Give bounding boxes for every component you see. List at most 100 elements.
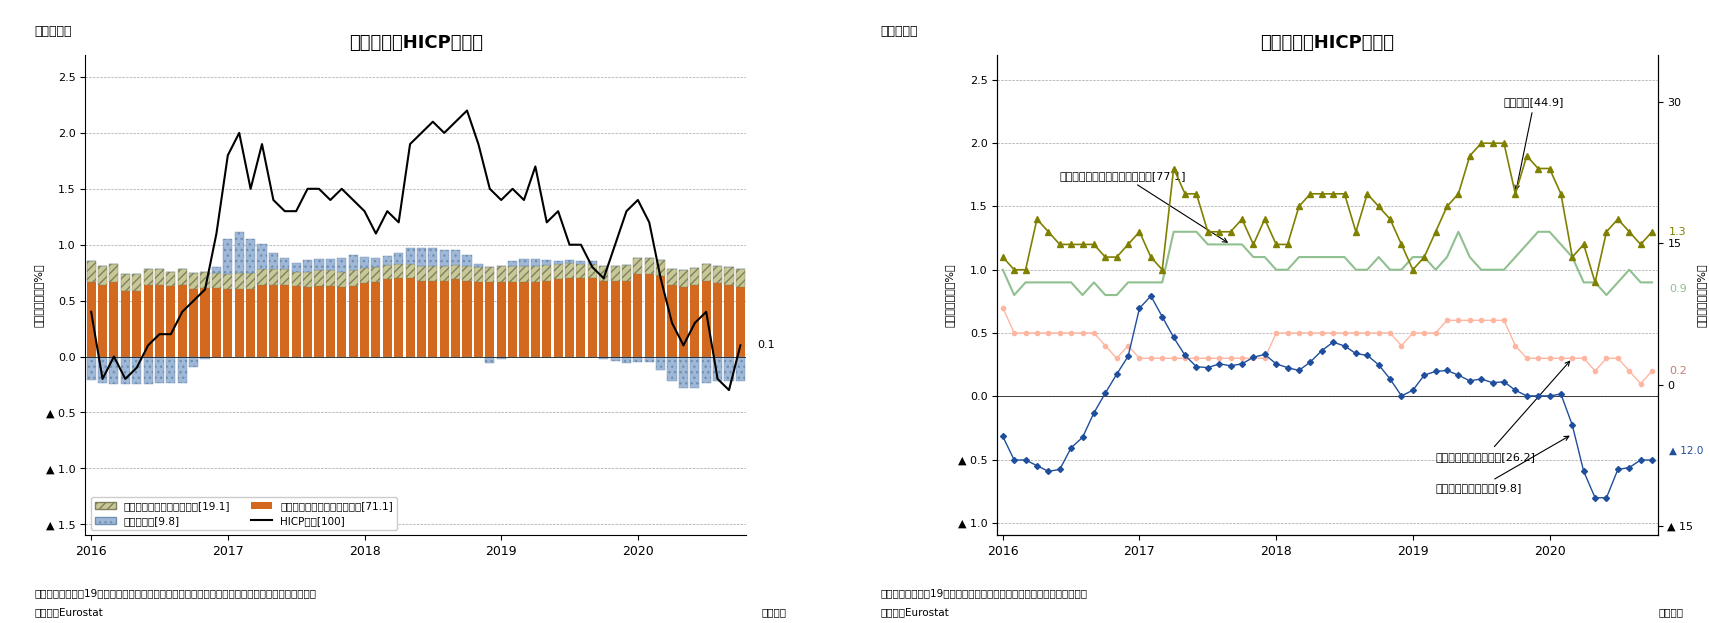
Bar (725, 285, 733, 356)
Bar (280, 258, 289, 269)
Bar (678, 356, 689, 388)
Bar (417, 266, 426, 280)
Bar (166, 286, 176, 356)
Bar (576, 262, 586, 264)
Bar (132, 273, 142, 290)
Bar (109, 282, 118, 356)
Bar (132, 356, 142, 384)
Bar (178, 269, 186, 285)
Bar (246, 290, 255, 356)
Bar (610, 280, 620, 356)
Bar (212, 288, 220, 356)
Bar (622, 280, 631, 356)
Bar (156, 285, 164, 356)
Bar (576, 264, 586, 278)
Bar (383, 265, 391, 279)
Bar (371, 267, 381, 282)
Bar (326, 270, 335, 286)
Text: （資料）Eurostat: （資料）Eurostat (34, 607, 103, 617)
Bar (566, 260, 574, 263)
Bar (439, 280, 449, 356)
Bar (473, 267, 484, 282)
Bar (508, 282, 518, 356)
Bar (473, 282, 484, 356)
Bar (508, 262, 518, 266)
Bar (622, 265, 631, 280)
Bar (485, 356, 494, 363)
Text: エネルギー（右軸）[9.8]: エネルギー（右軸）[9.8] (1436, 436, 1569, 493)
Bar (212, 267, 220, 273)
Bar (644, 258, 655, 273)
Bar (326, 286, 335, 356)
Bar (268, 252, 279, 269)
Bar (622, 356, 631, 363)
Bar (371, 258, 381, 267)
Bar (429, 280, 438, 356)
Legend: 飲食料（アルコール含む）[19.1], エネルギー[9.8], エネルギー・飲食料除く総合[71.1], HICP総合[100]: 飲食料（アルコール含む）[19.1], エネルギー[9.8], エネルギー・飲食… (91, 497, 398, 530)
Bar (634, 273, 643, 356)
Bar (713, 356, 723, 381)
Bar (678, 270, 689, 287)
Bar (166, 356, 176, 383)
Bar (292, 263, 301, 272)
Bar (268, 269, 279, 285)
Text: ▲ 12.0: ▲ 12.0 (1670, 445, 1704, 455)
Bar (737, 287, 745, 356)
Bar (246, 273, 255, 290)
Bar (97, 266, 108, 285)
Bar (405, 264, 415, 278)
Text: サービス[44.9]: サービス[44.9] (1504, 97, 1564, 190)
Bar (234, 273, 244, 290)
Bar (87, 262, 96, 282)
Bar (610, 356, 620, 361)
Bar (97, 285, 108, 356)
Bar (314, 270, 323, 286)
Bar (302, 272, 313, 287)
Bar (497, 266, 506, 282)
Text: （月次）: （月次） (1658, 607, 1683, 617)
Bar (463, 266, 472, 280)
Text: 1.3: 1.3 (1670, 227, 1687, 237)
Bar (234, 290, 244, 356)
Bar (634, 356, 643, 362)
Bar (405, 248, 415, 264)
Bar (600, 266, 608, 280)
Bar (190, 290, 198, 356)
Bar (178, 285, 186, 356)
Text: 財（エネルギー除く）[26.2]: 財（エネルギー除く）[26.2] (1436, 361, 1569, 462)
Bar (678, 287, 689, 356)
Bar (132, 290, 142, 356)
Title: ユーロ圏のHICP上昇率: ユーロ圏のHICP上昇率 (1261, 34, 1395, 52)
Bar (268, 285, 279, 356)
Bar (520, 259, 528, 266)
Bar (337, 258, 347, 272)
Bar (485, 282, 494, 356)
Text: 0.9: 0.9 (1670, 283, 1687, 293)
Bar (200, 356, 210, 359)
Bar (668, 356, 677, 381)
Bar (156, 269, 164, 285)
Bar (97, 356, 108, 383)
Bar (302, 287, 313, 356)
Bar (463, 280, 472, 356)
Title: ユーロ圏のHICP上昇率: ユーロ圏のHICP上昇率 (349, 34, 482, 52)
Bar (314, 286, 323, 356)
Text: エネルギーと飲食料を除く総合[77.1]: エネルギーと飲食料を除く総合[77.1] (1060, 171, 1227, 242)
Bar (144, 269, 152, 285)
Bar (497, 282, 506, 356)
Bar (224, 290, 232, 356)
Bar (554, 264, 562, 279)
Bar (383, 279, 391, 356)
Bar (463, 255, 472, 266)
Bar (702, 280, 711, 356)
Bar (234, 232, 244, 273)
Bar (109, 264, 118, 282)
Bar (349, 286, 357, 356)
Bar (702, 356, 711, 383)
Bar (361, 268, 369, 283)
Bar (349, 255, 357, 270)
Text: 0.1: 0.1 (757, 340, 776, 350)
Bar (200, 272, 210, 288)
Bar (258, 244, 267, 269)
Bar (429, 248, 438, 266)
